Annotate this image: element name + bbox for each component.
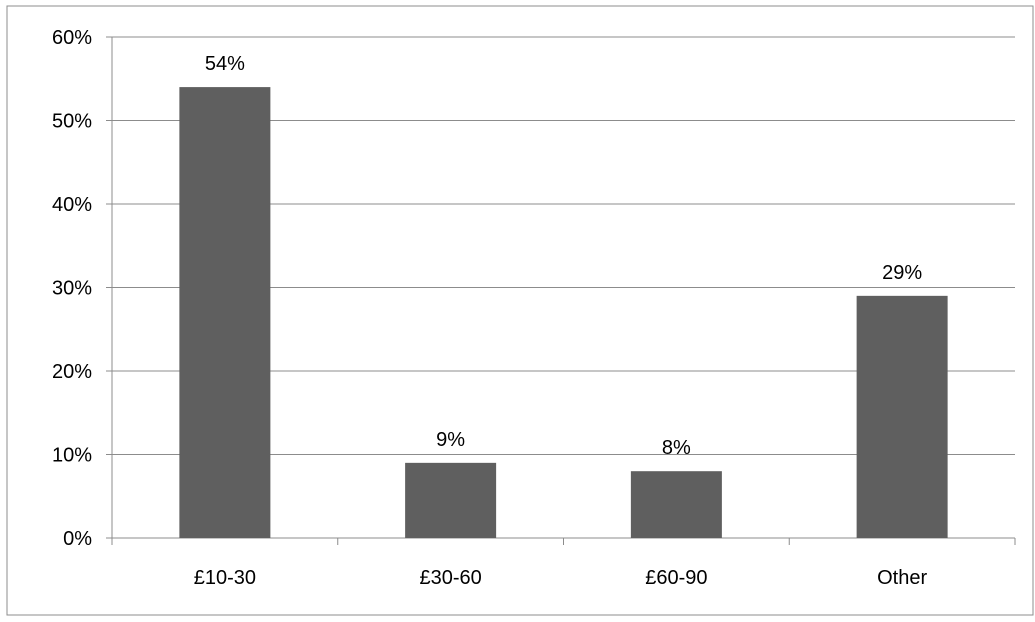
bar — [179, 87, 271, 538]
x-tick-label: £30-60 — [419, 567, 481, 589]
x-tick-label: £10-30 — [194, 567, 256, 589]
data-label: 9% — [436, 429, 465, 451]
bar — [630, 471, 722, 538]
labels: 0% 10% 20% 30% 40% 50% 60% 54% £10-30 9% £30-60 8% £… — [52, 27, 928, 589]
y-tick-label: 10% — [52, 445, 92, 467]
y-tick-label: 0% — [63, 528, 92, 550]
y-tick-label: 40% — [52, 194, 92, 216]
x-tick-label: Other — [877, 567, 927, 589]
data-label: 8% — [662, 437, 691, 459]
x-tick-label: £60-90 — [645, 567, 707, 589]
data-label: 54% — [205, 53, 245, 75]
y-tick-label: 20% — [52, 361, 92, 383]
y-tick-label: 30% — [52, 278, 92, 300]
chart-border — [6, 5, 1034, 616]
y-tick-label: 60% — [52, 27, 92, 49]
bar — [856, 295, 948, 538]
data-label: 29% — [882, 262, 922, 284]
bar — [405, 462, 497, 538]
bars — [179, 87, 948, 538]
y-tick-label: 50% — [52, 111, 92, 133]
